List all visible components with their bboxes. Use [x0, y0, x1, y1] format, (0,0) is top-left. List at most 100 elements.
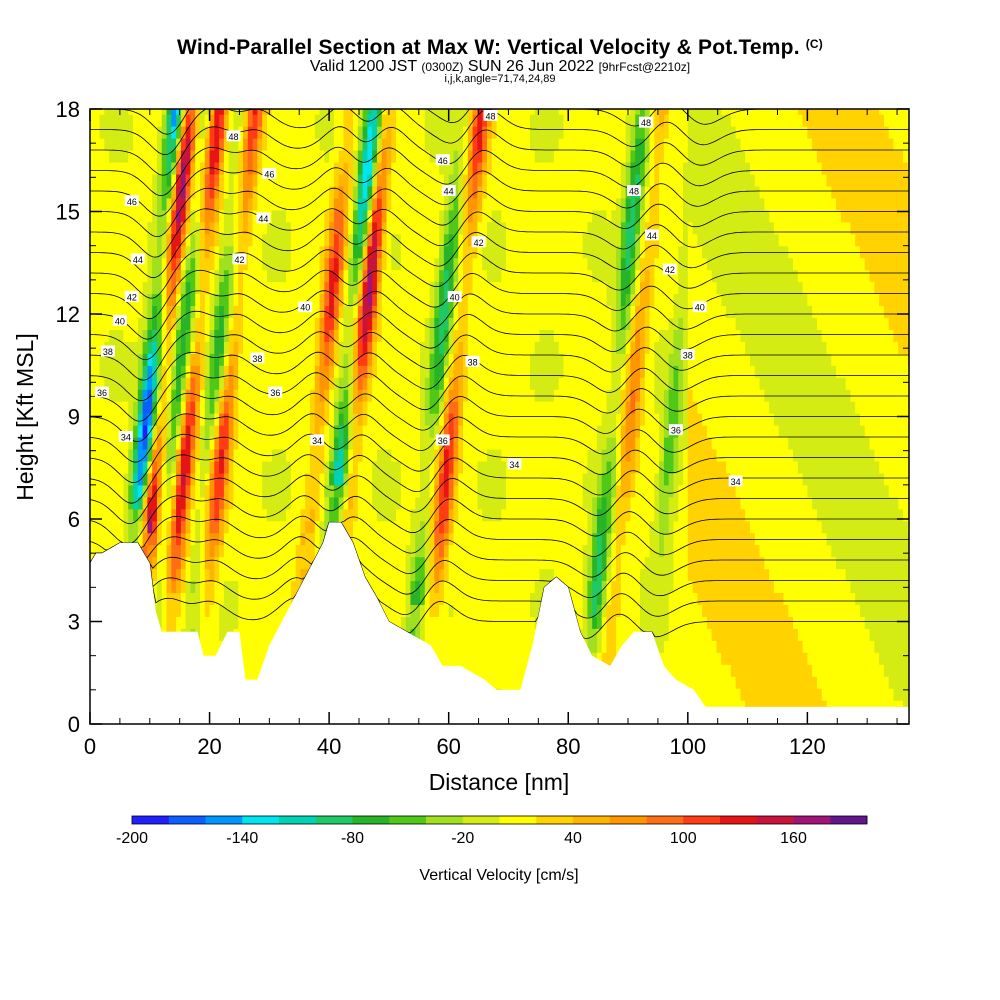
- velocity-cell: [429, 221, 435, 235]
- velocity-cell: [166, 389, 172, 402]
- velocity-cell: [410, 233, 416, 247]
- velocity-cell: [171, 269, 177, 283]
- velocity-cell: [510, 293, 517, 307]
- velocity-cell: [228, 150, 235, 163]
- velocity-cell: [104, 269, 110, 283]
- velocity-cell: [477, 460, 483, 474]
- velocity-cell: [295, 496, 302, 510]
- velocity-cell: [319, 257, 325, 271]
- velocity-cell: [99, 532, 105, 546]
- velocity-cell: [467, 161, 474, 175]
- velocity-cell: [472, 257, 478, 271]
- velocity-cell: [252, 401, 258, 414]
- velocity-cell: [204, 114, 211, 127]
- velocity-cell: [491, 520, 498, 534]
- velocity-cell: [137, 460, 144, 474]
- velocity-cell: [544, 496, 550, 510]
- velocity-cell: [381, 305, 388, 319]
- velocity-cell: [113, 245, 120, 259]
- velocity-cell: [223, 532, 230, 546]
- velocity-cell: [286, 109, 292, 115]
- velocity-cell: [348, 365, 354, 378]
- velocity-cell: [243, 664, 249, 677]
- velocity-cell: [233, 317, 239, 330]
- velocity-cell: [90, 329, 96, 342]
- velocity-cell: [491, 437, 498, 450]
- velocity-cell: [286, 556, 292, 570]
- velocity-cell: [353, 496, 359, 510]
- velocity-cell: [443, 221, 450, 235]
- velocity-cell: [419, 305, 426, 319]
- velocity-cell: [472, 401, 478, 414]
- velocity-cell: [271, 138, 278, 151]
- velocity-cell: [195, 233, 201, 247]
- velocity-cell: [333, 448, 340, 462]
- velocity-cell: [381, 109, 388, 115]
- velocity-cell: [353, 197, 359, 211]
- velocity-cell: [434, 604, 440, 617]
- velocity-cell: [486, 508, 493, 522]
- velocity-cell: [434, 508, 440, 522]
- velocity-cell: [448, 640, 455, 653]
- velocity-cell: [99, 150, 105, 163]
- velocity-cell: [477, 377, 483, 390]
- velocity-cell: [362, 245, 368, 259]
- velocity-cell: [477, 173, 483, 187]
- velocity-cell: [448, 150, 455, 163]
- velocity-cell: [419, 568, 426, 582]
- velocity-cell: [109, 185, 115, 199]
- velocity-cell: [271, 233, 278, 247]
- velocity-cell: [200, 233, 206, 247]
- velocity-cell: [161, 448, 168, 462]
- velocity-cell: [266, 484, 273, 498]
- velocity-cell: [156, 604, 163, 617]
- velocity-cell: [491, 197, 498, 211]
- velocity-cell: [233, 138, 239, 151]
- velocity-cell: [424, 401, 431, 414]
- velocity-cell: [410, 568, 416, 582]
- velocity-cell: [209, 377, 215, 390]
- velocity-cell: [195, 126, 201, 139]
- velocity-cell: [209, 556, 215, 570]
- velocity-cell: [482, 389, 488, 402]
- velocity-cell: [434, 293, 440, 307]
- velocity-cell: [434, 413, 440, 426]
- velocity-cell: [166, 532, 172, 546]
- velocity-cell: [290, 353, 297, 366]
- velocity-cell: [506, 365, 512, 378]
- velocity-cell: [309, 401, 316, 414]
- velocity-cell: [362, 401, 368, 414]
- velocity-cell: [94, 448, 101, 462]
- velocity-cell: [520, 520, 526, 534]
- velocity-cell: [491, 209, 498, 223]
- velocity-cell: [94, 209, 101, 223]
- velocity-cell: [271, 544, 278, 558]
- velocity-cell: [376, 520, 383, 534]
- velocity-cell: [300, 484, 306, 498]
- velocity-cell: [386, 508, 392, 522]
- velocity-cell: [113, 185, 120, 199]
- velocity-cell: [477, 281, 483, 295]
- velocity-cell: [309, 293, 316, 307]
- velocity-cell: [501, 109, 507, 115]
- velocity-cell: [448, 353, 455, 366]
- velocity-cell: [247, 664, 254, 677]
- velocity-cell: [539, 114, 545, 127]
- velocity-cell: [180, 484, 187, 498]
- velocity-cell: [243, 197, 249, 211]
- velocity-cell: [209, 197, 215, 211]
- velocity-cell: [396, 496, 402, 510]
- velocity-cell: [99, 544, 105, 558]
- velocity-cell: [252, 580, 258, 594]
- velocity-cell: [419, 616, 426, 629]
- velocity-cell: [286, 496, 292, 510]
- velocity-cell: [434, 233, 440, 247]
- velocity-cell: [176, 496, 182, 510]
- velocity-cell: [200, 580, 206, 594]
- velocity-cell: [439, 652, 445, 665]
- velocity-cell: [391, 544, 397, 558]
- velocity-cell: [348, 221, 354, 235]
- velocity-cell: [309, 109, 316, 115]
- velocity-cell: [314, 221, 321, 235]
- velocity-cell: [439, 568, 445, 582]
